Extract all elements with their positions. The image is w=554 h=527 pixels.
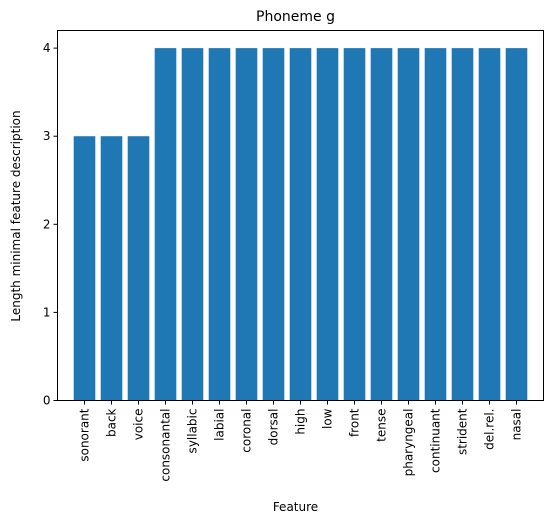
x-tick-label: tense — [375, 409, 389, 442]
x-axis: sonorant back voice consonantal syllabic labi… — [78, 400, 524, 482]
bar-strident — [451, 48, 474, 401]
bar-sonorant — [73, 136, 96, 401]
y-tick-label: 1 — [43, 305, 51, 319]
bar-labial — [208, 48, 231, 401]
bars-layer — [73, 48, 528, 401]
x-tick-label: back — [105, 408, 119, 437]
bar-consonantal — [154, 48, 177, 401]
y-tick-label: 3 — [43, 129, 51, 143]
x-tick-label: nasal — [510, 409, 524, 441]
x-tick-label: voice — [132, 409, 146, 441]
bar-pharyngeal — [397, 48, 420, 401]
bar-continuant — [424, 48, 447, 401]
bar-del-rel — [478, 48, 501, 401]
plot-frame — [57, 30, 544, 401]
x-tick-label: del.rel. — [483, 409, 497, 450]
y-axis: 0 1 2 3 4 — [43, 41, 58, 408]
x-tick-label: high — [294, 409, 308, 435]
x-tick-label: low — [321, 408, 335, 429]
x-tick-label: labial — [213, 409, 227, 441]
bar-low — [316, 48, 339, 401]
x-tick-label: strident — [456, 408, 470, 455]
x-tick-label: dorsal — [267, 409, 281, 446]
x-tick-label: consonantal — [159, 409, 173, 482]
y-tick-label: 4 — [43, 41, 51, 55]
bar-high — [289, 48, 312, 401]
bar-tense — [370, 48, 393, 401]
bar-back — [100, 136, 123, 401]
y-tick-label: 0 — [43, 394, 51, 408]
chart-title: Phoneme g — [256, 9, 335, 25]
bar-coronal — [235, 48, 258, 401]
x-tick-label: syllabic — [186, 409, 200, 454]
x-tick-label: front — [348, 408, 362, 437]
bar-voice — [127, 136, 150, 401]
y-tick-label: 2 — [43, 217, 51, 231]
bar-front — [343, 48, 366, 401]
x-tick-label: sonorant — [78, 408, 92, 461]
x-tick-label: continuant — [429, 408, 443, 473]
bar-dorsal — [262, 48, 285, 401]
bar-nasal — [505, 48, 528, 401]
x-tick-label: pharyngeal — [402, 409, 416, 477]
x-axis-label: Feature — [273, 500, 318, 514]
y-axis-label: Length minimal feature description — [9, 110, 23, 321]
x-tick-label: coronal — [240, 409, 254, 453]
bar-syllabic — [181, 48, 204, 401]
